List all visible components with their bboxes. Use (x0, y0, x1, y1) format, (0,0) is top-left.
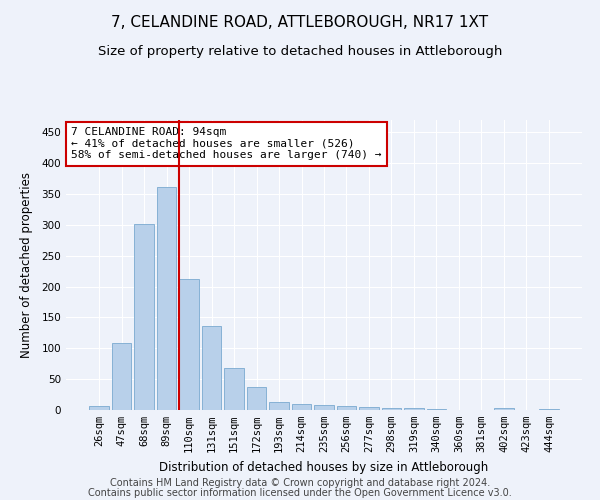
Text: Size of property relative to detached houses in Attleborough: Size of property relative to detached ho… (98, 45, 502, 58)
Bar (247, 387, 266, 410)
Bar (337, 406, 356, 410)
Bar (359, 407, 379, 410)
Bar (202, 326, 221, 410)
Bar (314, 405, 334, 410)
Bar (539, 409, 559, 410)
Bar (224, 368, 244, 410)
Bar (292, 404, 311, 410)
Text: Contains public sector information licensed under the Open Government Licence v3: Contains public sector information licen… (88, 488, 512, 498)
Bar (112, 344, 131, 410)
Bar (157, 186, 176, 410)
Text: 7, CELANDINE ROAD, ATTLEBOROUGH, NR17 1XT: 7, CELANDINE ROAD, ATTLEBOROUGH, NR17 1X… (112, 15, 488, 30)
Bar (382, 408, 401, 410)
Text: 7 CELANDINE ROAD: 94sqm
← 41% of detached houses are smaller (526)
58% of semi-d: 7 CELANDINE ROAD: 94sqm ← 41% of detache… (71, 127, 382, 160)
Bar (89, 406, 109, 410)
Bar (179, 279, 199, 410)
Bar (494, 408, 514, 410)
Bar (404, 408, 424, 410)
Text: Contains HM Land Registry data © Crown copyright and database right 2024.: Contains HM Land Registry data © Crown c… (110, 478, 490, 488)
Bar (269, 402, 289, 410)
Bar (427, 409, 446, 410)
X-axis label: Distribution of detached houses by size in Attleborough: Distribution of detached houses by size … (160, 460, 488, 473)
Y-axis label: Number of detached properties: Number of detached properties (20, 172, 33, 358)
Bar (134, 224, 154, 410)
